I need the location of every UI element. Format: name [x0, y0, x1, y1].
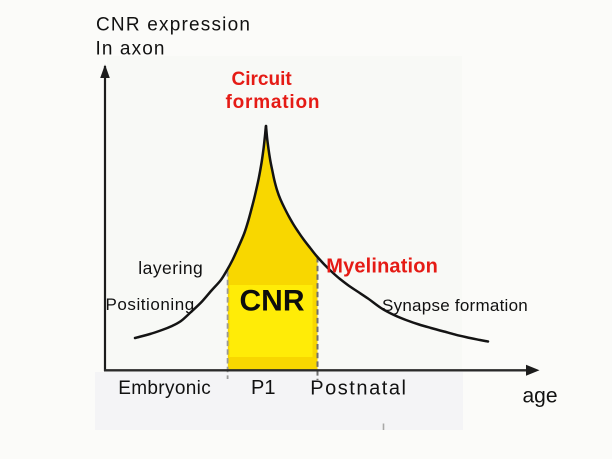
svg-text:CNR expression: CNR expression [96, 14, 251, 35]
svg-text:Positioning: Positioning [106, 295, 195, 314]
svg-text:Circuit: Circuit [232, 69, 293, 90]
svg-text:Myelination: Myelination [326, 256, 438, 278]
svg-text:Postnatal: Postnatal [310, 378, 407, 400]
svg-text:P1: P1 [251, 377, 275, 399]
svg-text:CNR: CNR [240, 285, 305, 318]
svg-text:Embryonic: Embryonic [118, 378, 211, 399]
svg-text:formation: formation [226, 92, 321, 113]
svg-text:In axon: In axon [96, 39, 166, 60]
svg-text:Synapse formation: Synapse formation [382, 296, 528, 315]
svg-text:age: age [523, 385, 558, 408]
svg-text:layering: layering [138, 258, 203, 278]
